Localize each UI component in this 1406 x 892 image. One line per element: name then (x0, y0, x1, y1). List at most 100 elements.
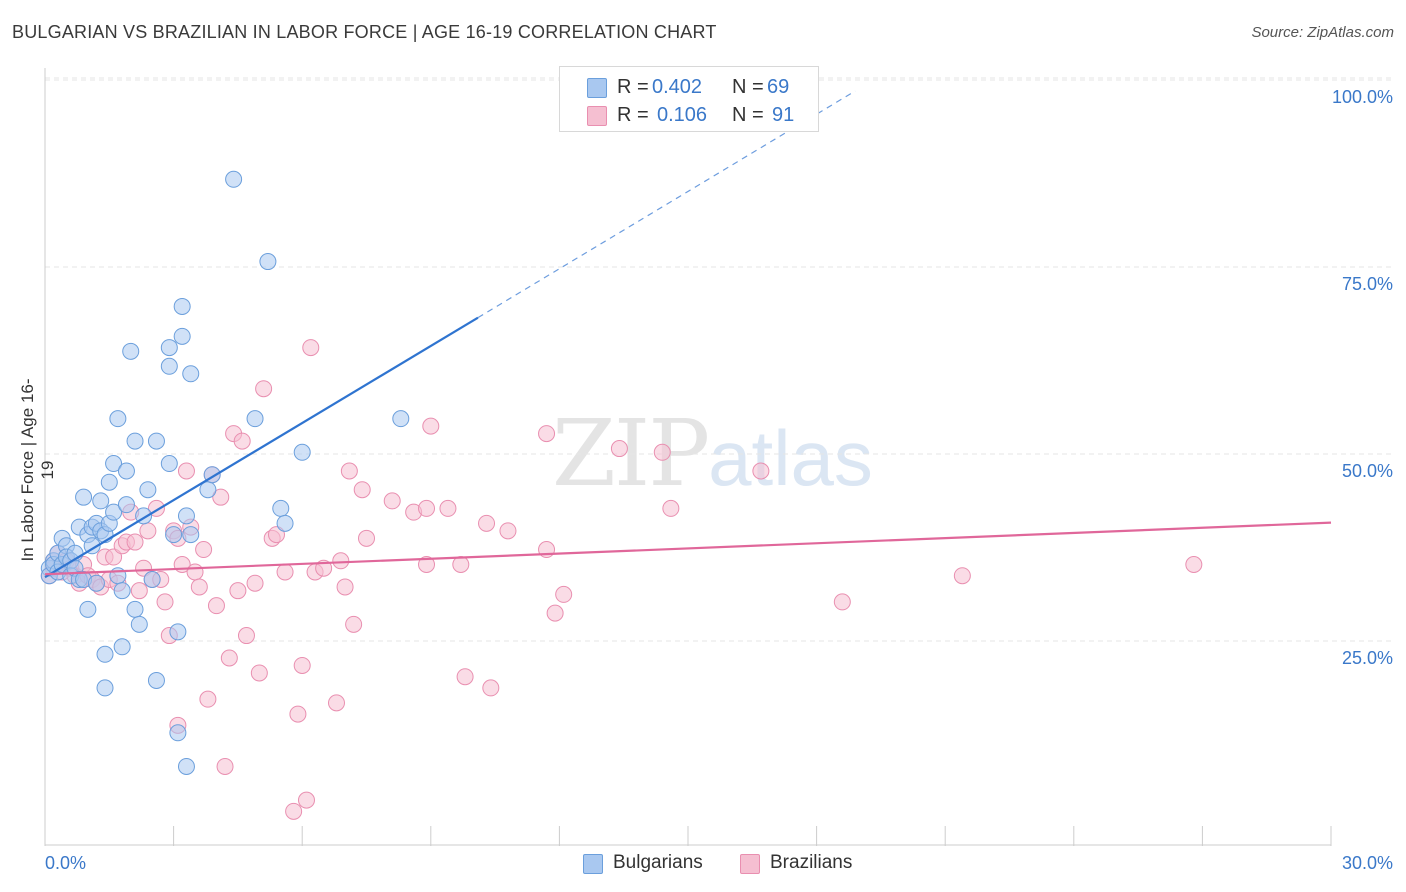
bulgarian-point (225, 170, 243, 188)
brazilian-point (953, 567, 971, 585)
bulgarian-point (126, 600, 144, 618)
bulgarian-point (130, 615, 148, 633)
legend-swatch-brazilians (740, 854, 760, 874)
legend-row-brazilians: R = 0.106 N = 91 (560, 102, 818, 130)
brazilian-point (250, 664, 268, 682)
bulgarian-point (246, 410, 264, 428)
brazilian-point (289, 705, 307, 723)
legend-n-value: 69 (767, 76, 790, 98)
brazilian-point (499, 522, 517, 540)
brazilian-point (332, 552, 350, 570)
y-tick-label: 75.0% (1342, 274, 1393, 294)
brazilian-point (353, 481, 371, 499)
brazilian-point (439, 499, 457, 517)
bulgarian-point (392, 410, 410, 428)
bulgarian-point (169, 623, 187, 641)
bulgarian-point (182, 526, 200, 544)
bulgarian-point (160, 357, 178, 375)
bulgarian-point (182, 365, 200, 383)
y-tick-label: 25.0% (1342, 648, 1393, 668)
brazilian-point (212, 488, 230, 506)
brazilian-point (190, 578, 208, 596)
correlation-legend: R = 0.402 N = 69 R = 0.106 N = 91 (559, 66, 819, 132)
y-axis-label: In Labor Force | Age 16-19 (18, 378, 57, 562)
legend-row-bulgarians: R = 0.402 N = 69 (560, 74, 818, 102)
bulgarian-point (173, 297, 191, 315)
series-legend: Bulgarians Brazilians (0, 851, 1406, 879)
bulgarian-point (92, 492, 110, 510)
brazilian-point (358, 529, 375, 547)
brazilian-point (422, 417, 440, 435)
brazilian-point (478, 514, 496, 532)
watermark-atlas: atlas (708, 414, 873, 502)
brazilian-point (126, 533, 144, 551)
brazilian-point (418, 499, 436, 517)
bulgarian-point (160, 455, 178, 473)
bulgarian-point (109, 410, 127, 428)
bulgarian-point (122, 342, 140, 360)
bulgarian-point (117, 462, 135, 480)
legend-r-value: 0.106 (657, 104, 708, 126)
y-tick-label: 100.0% (1332, 87, 1393, 107)
bulgarian-point (113, 638, 131, 656)
bulgarian-point (276, 514, 294, 532)
brazilian-point (383, 492, 401, 510)
brazilian-point (135, 559, 153, 577)
bulgarian-point (87, 574, 105, 592)
brazilian-point (546, 604, 564, 622)
x-tick-label: 30.0% (1342, 853, 1393, 873)
brazilian-point (195, 541, 213, 559)
bulgarian-point (177, 507, 195, 525)
bulgarian-trendline (44, 316, 479, 579)
bulgarian-point (96, 645, 114, 663)
legend-n-label: N = (732, 104, 764, 126)
bulgarian-point (79, 600, 97, 618)
source-label: Source: ZipAtlas.com (1251, 24, 1394, 41)
bulgarian-point (259, 253, 277, 271)
brazilian-point (833, 593, 851, 611)
brazilian-point (482, 679, 500, 697)
bulgarian-point (100, 473, 118, 491)
legend-label-brazilians: Brazilians (770, 852, 853, 873)
brazilian-point (610, 440, 628, 458)
brazilian-point (293, 656, 311, 674)
brazilian-point (130, 582, 148, 600)
brazilian-point (302, 339, 320, 357)
bulgarian-point (75, 488, 93, 506)
bulgarian-point (117, 496, 135, 514)
legend-r-value: 0.402 (652, 76, 703, 98)
bulgarian-point (177, 757, 195, 775)
bulgarian-point (165, 526, 183, 544)
legend-n-label: N = (732, 76, 764, 98)
brazilian-point (418, 556, 436, 573)
brazilian-point (327, 694, 345, 712)
brazilian-point (237, 627, 255, 645)
legend-n-value: 91 (772, 104, 795, 126)
brazilian-point (199, 690, 217, 708)
legend-label-bulgarians: Bulgarians (613, 852, 703, 873)
bulgarian-point (147, 432, 165, 450)
legend-swatch-bulgarians (583, 854, 603, 874)
brazilian-point (220, 649, 238, 667)
brazilian-point (345, 615, 363, 633)
brazilian-trendline (44, 521, 1332, 576)
bulgarian-point (272, 499, 290, 517)
bulgarian-point (147, 671, 165, 689)
bulgarian-point (105, 455, 123, 473)
brazilian-point (336, 578, 354, 596)
brazilian-point (216, 757, 234, 775)
brazilian-point (340, 462, 358, 480)
bulgarian-point (169, 724, 187, 742)
brazilian-point (186, 563, 204, 581)
brazilian-point (662, 499, 680, 517)
legend-swatch-bulgarians (587, 78, 607, 98)
bulgarian-point (83, 537, 101, 555)
brazilian-point (538, 425, 556, 443)
y-tick-label: 50.0% (1342, 461, 1393, 481)
bulgarian-point (143, 570, 161, 588)
legend-swatch-brazilians (587, 106, 607, 126)
legend-r-label: R = (617, 104, 649, 126)
brazilian-point (752, 462, 770, 480)
brazilian-point (456, 668, 474, 686)
